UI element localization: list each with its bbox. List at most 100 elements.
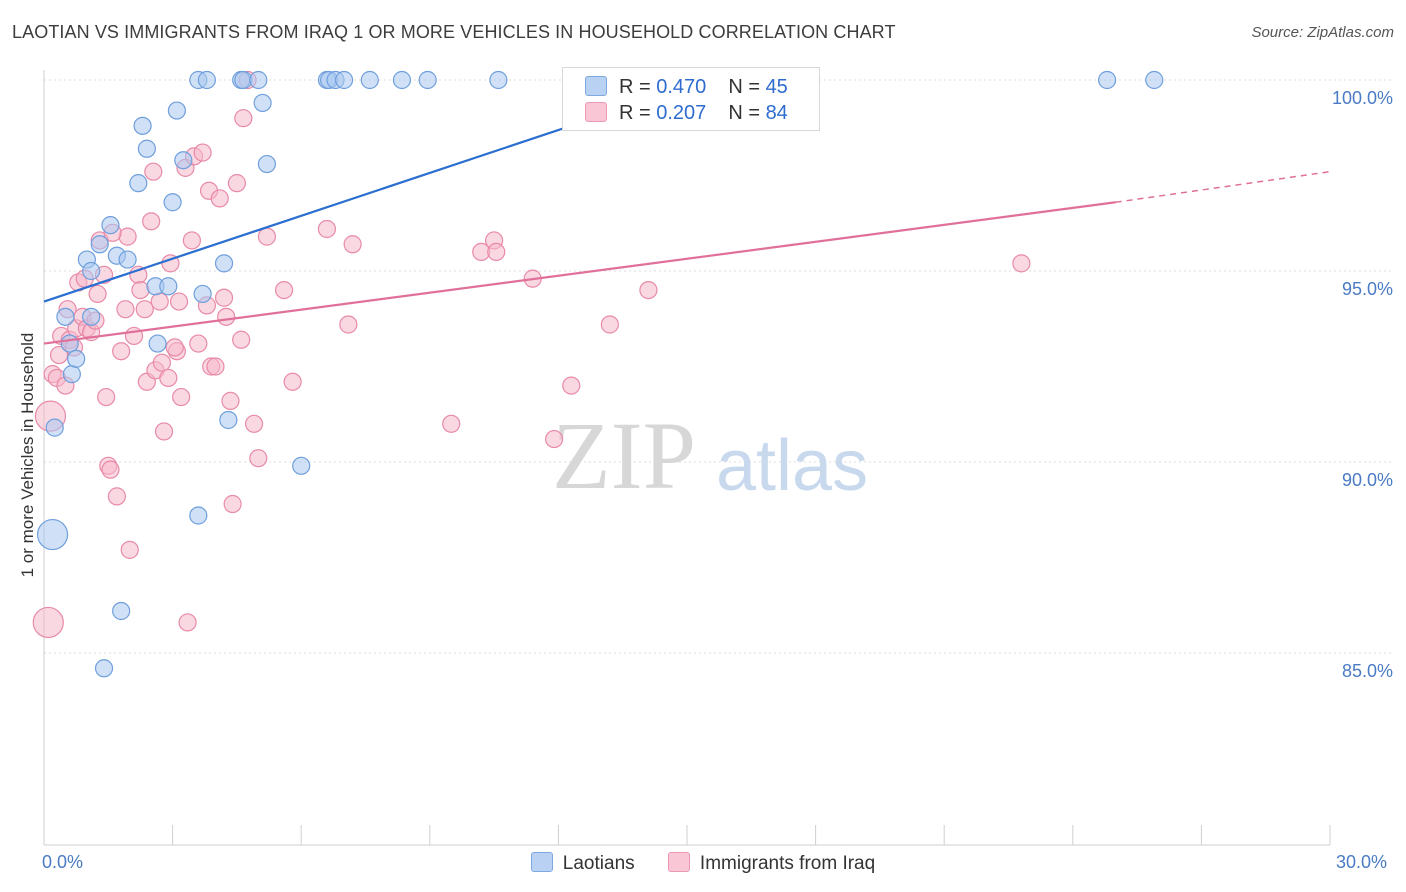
iraq-point — [107, 487, 126, 506]
iraq-points — [32, 70, 1031, 639]
iraq-point — [600, 315, 619, 334]
laotians-point — [45, 418, 64, 437]
grid-lines — [44, 79, 1392, 654]
chart-title: LAOTIAN VS IMMIGRANTS FROM IRAQ 1 OR MOR… — [12, 22, 896, 42]
iraq-point — [189, 334, 208, 353]
laotians-point — [392, 70, 412, 90]
laotians-point — [112, 601, 131, 621]
laotians-point — [167, 101, 186, 120]
iraq-point — [142, 212, 161, 231]
laotians-point — [163, 193, 182, 212]
iraq-point — [339, 315, 358, 334]
laotians-point — [360, 70, 379, 90]
legend-n-label: N = — [728, 102, 760, 124]
laotians-point — [214, 254, 234, 273]
iraq-point — [227, 174, 246, 193]
legend-row-iraq: R = 0.207 N = 84 — [585, 102, 788, 126]
laotians-point — [148, 334, 167, 353]
iraq-point — [116, 300, 135, 319]
laotians-point — [118, 250, 137, 269]
laotians-points — [36, 70, 1164, 678]
iraq-point — [343, 235, 362, 254]
laotians-point — [56, 307, 75, 326]
iraq-point — [32, 606, 64, 639]
iraq-trend-line — [43, 201, 1116, 345]
iraq-point — [210, 189, 229, 208]
laotians-point — [137, 139, 156, 158]
iraq-swatch — [585, 102, 607, 122]
legend-label-laotians: Laotians — [562, 853, 635, 874]
laotians-point — [101, 216, 120, 235]
iraq-point — [150, 292, 169, 311]
laotians-point — [82, 261, 101, 281]
iraq-point — [639, 281, 658, 300]
iraq-point — [1012, 254, 1031, 273]
iraq-point — [135, 300, 154, 319]
legend-r-label: R = — [619, 76, 651, 98]
legend-n-value: 45 — [765, 76, 788, 98]
laotians-point — [94, 659, 114, 678]
legend-item-iraq[interactable]: Immigrants from Iraq — [667, 852, 875, 875]
source-label: Source: ZipAtlas.com — [1251, 24, 1394, 41]
iraq-point — [118, 227, 137, 246]
laotians-point — [292, 456, 311, 475]
iraq-point — [120, 540, 139, 559]
iraq-point — [232, 330, 251, 349]
iraq-point — [221, 391, 240, 410]
iraq-point — [101, 460, 120, 479]
iraq-point — [545, 429, 564, 449]
iraq-point — [88, 284, 107, 304]
laotians-point — [1145, 70, 1164, 90]
iraq-legend-swatch — [667, 852, 690, 872]
iraq-point — [283, 372, 302, 391]
iraq-point — [97, 387, 116, 407]
laotians-point — [1097, 70, 1117, 90]
iraq-point — [257, 227, 277, 246]
iraq-point — [206, 357, 225, 376]
iraq-point — [244, 414, 264, 433]
iraq-point — [193, 143, 212, 162]
laotians-point — [62, 365, 81, 384]
legend-r-value: 0.470 — [656, 76, 707, 98]
iraq-point — [274, 281, 294, 300]
series-legend: Laotians Immigrants from Iraq — [0, 852, 1406, 875]
iraq-point — [562, 376, 581, 395]
iraq-point — [131, 281, 150, 300]
watermark-atlas: atlas — [716, 426, 868, 506]
iraq-point — [234, 109, 253, 128]
laotians-point — [219, 410, 238, 430]
axes — [43, 70, 1331, 846]
laotians-point — [129, 174, 148, 193]
laotians-point — [67, 349, 86, 368]
y-tick-labels: 85.0% 90.0% 95.0% 100.0% — [1332, 88, 1393, 681]
iraq-point — [317, 219, 337, 239]
iraq-point — [223, 494, 242, 514]
iraq-point — [154, 422, 174, 441]
legend-item-laotians[interactable]: Laotians — [530, 852, 635, 875]
watermark: ZIP atlas — [552, 402, 868, 509]
laotians-point — [418, 70, 437, 90]
legend-r-label: R = — [619, 102, 651, 124]
laotians-point — [257, 154, 277, 174]
laotians-point — [36, 518, 69, 551]
iraq-point — [249, 449, 268, 468]
legend-n-value: 84 — [765, 102, 788, 124]
legend-n-label: N = — [728, 76, 760, 98]
iraq-point — [442, 414, 461, 433]
legend-r-value: 0.207 — [656, 102, 707, 124]
laotians-point — [193, 284, 212, 304]
iraq-point — [487, 242, 506, 261]
laotians-point — [249, 70, 268, 90]
iraq-trend-extension — [1115, 170, 1331, 203]
iraq-point — [49, 345, 69, 365]
iraq-point — [214, 288, 234, 307]
laotians-point — [60, 334, 79, 353]
y-tick-label-90: 90.0% — [1342, 470, 1393, 490]
legend-row-laotians: R = 0.470 N = 45 — [585, 76, 788, 100]
iraq-point — [169, 292, 189, 311]
iraq-point — [217, 307, 236, 326]
x-tick-label-min: 0.0% — [42, 852, 84, 872]
laotians-point — [82, 307, 101, 326]
watermark-zip: ZIP — [552, 402, 696, 509]
